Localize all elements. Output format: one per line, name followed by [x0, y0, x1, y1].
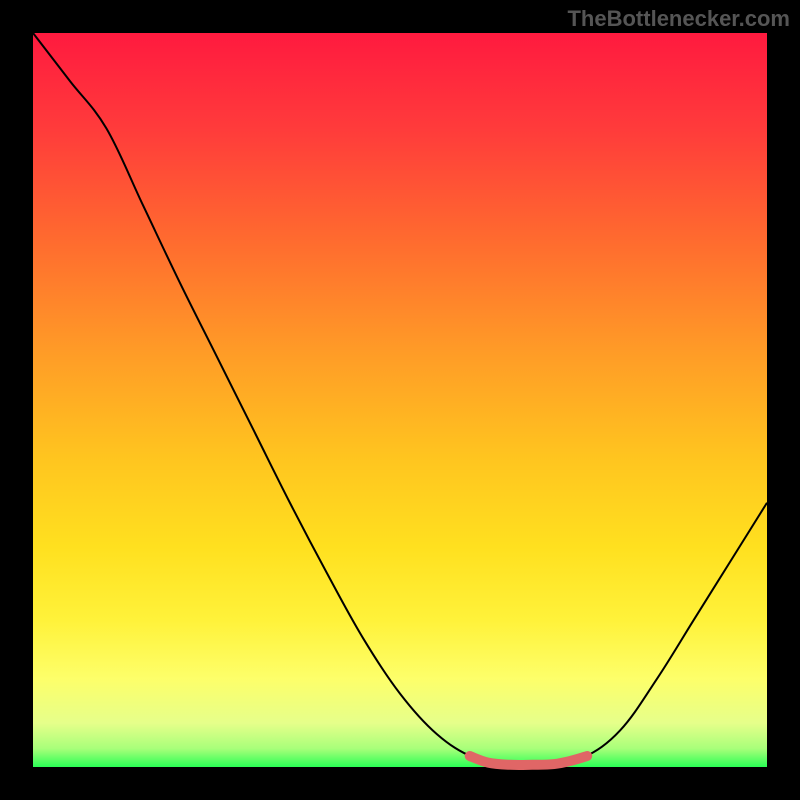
- watermark-text: TheBottlenecker.com: [567, 6, 790, 32]
- chart-container: TheBottlenecker.com: [0, 0, 800, 800]
- curve-layer: [33, 33, 767, 767]
- main-curve: [33, 33, 767, 767]
- highlight-segment: [470, 756, 587, 765]
- plot-area: [33, 33, 767, 767]
